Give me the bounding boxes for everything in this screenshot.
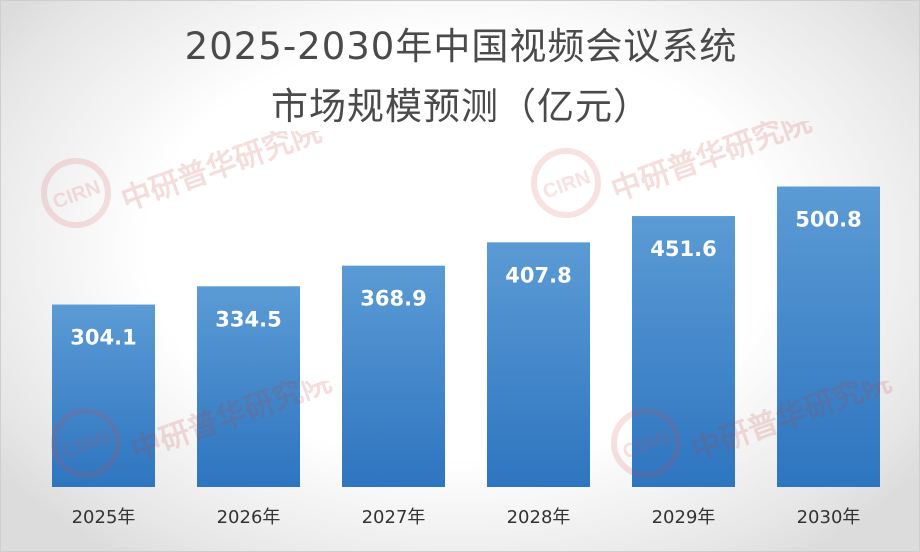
- bar-0: [52, 304, 155, 487]
- chart-title-line-2: 市场规模预测（亿元）: [271, 85, 651, 128]
- x-tick-label-3: 2028年: [507, 507, 571, 528]
- labels-layer: 304.1 334.5 368.9 407.8 451.6 500.8: [70, 208, 861, 350]
- x-tick-labels: 2025年 2026年 2027年 2028年 2029年 2030年: [72, 507, 861, 528]
- x-tick-label-4: 2029年: [652, 507, 716, 528]
- x-tick-label-5: 2030年: [797, 507, 861, 528]
- x-tick-label-2: 2027年: [362, 507, 426, 528]
- x-tick-label-0: 2025年: [72, 507, 136, 528]
- bar-3: [487, 242, 590, 487]
- data-label-4: 451.6: [650, 237, 716, 261]
- data-label-5: 500.8: [795, 208, 861, 232]
- bar-5: [777, 186, 880, 487]
- chart-title-line-1: 2025-2030年中国视频会议系统: [184, 25, 738, 68]
- bar-2: [342, 265, 445, 487]
- x-tick-label-1: 2026年: [217, 507, 281, 528]
- bars-layer: [52, 186, 880, 488]
- data-label-3: 407.8: [505, 263, 571, 287]
- data-label-1: 334.5: [215, 307, 281, 331]
- bar-4: [632, 216, 735, 488]
- data-label-0: 304.1: [70, 326, 136, 350]
- data-label-2: 368.9: [360, 287, 426, 311]
- bar-1: [197, 286, 300, 487]
